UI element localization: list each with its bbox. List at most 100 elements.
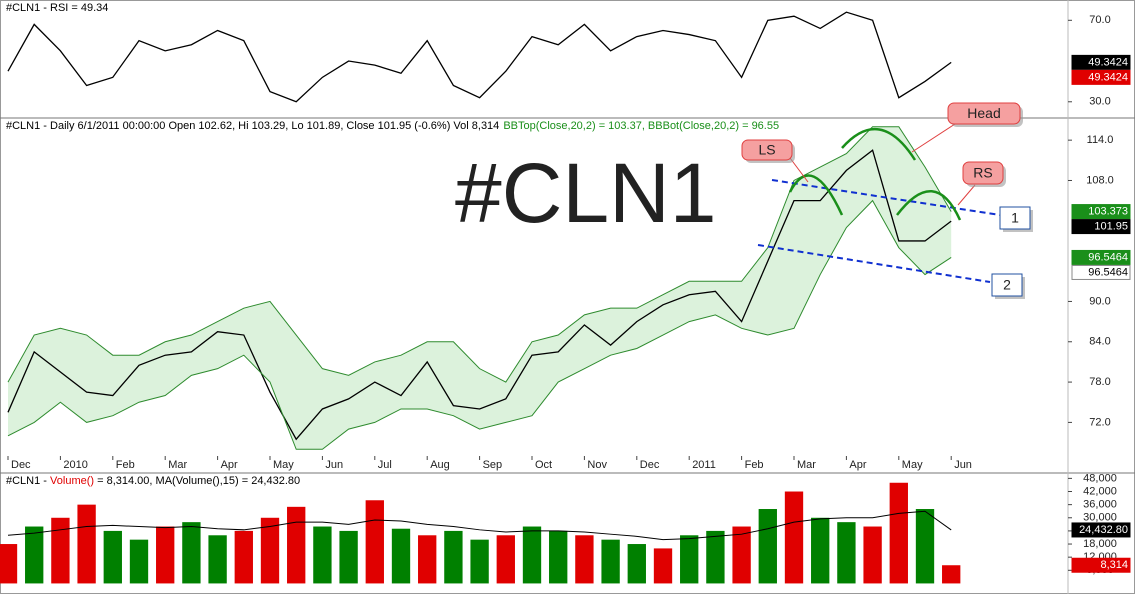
volume-bar: [470, 539, 489, 584]
shoulder-arc: [896, 189, 962, 221]
volume-bar: [129, 539, 149, 584]
value-badge: [1071, 264, 1131, 280]
watermark: #CLN1: [455, 146, 716, 240]
value-badge-label: 101.95: [1094, 220, 1128, 232]
title-text: #CLN1 -: [6, 475, 50, 487]
title-indicator: BBTop(Close,20,2) = 103.37, BBBot(Close,…: [503, 120, 779, 132]
volume-bar: [784, 491, 804, 584]
series-line: [7, 126, 952, 383]
band-fill: [8, 126, 952, 450]
x-tick-label: Aug: [430, 459, 450, 471]
value-badge: [1071, 219, 1131, 235]
volume-bar: [942, 565, 961, 584]
callout-label: 2: [1003, 277, 1011, 293]
y-tick-label: 70.0: [1089, 14, 1110, 26]
x-tick-label: Jun: [954, 459, 972, 471]
y-tick-label: 30,000: [1083, 512, 1117, 524]
y-tick-label: 42,000: [1083, 485, 1117, 497]
callout-label: Head: [967, 105, 1000, 121]
volume-bar: [103, 530, 122, 584]
volume-bar: [365, 500, 384, 584]
x-tick-label: Jul: [378, 459, 392, 471]
callout-label: RS: [973, 165, 992, 181]
volume-bar: [234, 530, 253, 584]
callout-label: 1: [1011, 210, 1019, 226]
series-line: [7, 199, 952, 450]
x-tick-label: Oct: [535, 459, 552, 471]
panel-title: #CLN1 - Daily 6/1/2011 00:00:00 Open 102…: [6, 120, 779, 132]
volume-bar: [915, 509, 935, 584]
volume-bar: [444, 530, 463, 584]
value-badge-label: 24,432.80: [1079, 524, 1128, 536]
y-tick-label: 30.0: [1089, 96, 1110, 108]
volume-bar: [182, 522, 201, 584]
callout-pointer: [911, 123, 956, 153]
x-tick-label: Jun: [325, 459, 343, 471]
volume-bar: [496, 535, 515, 584]
callout-box: [999, 206, 1031, 230]
volume-bar: [863, 526, 882, 584]
panel-title: #CLN1 - RSI = 49.34: [6, 2, 108, 14]
value-badge: [1071, 557, 1131, 573]
volume-bar: [758, 509, 777, 584]
volume-bar: [653, 548, 673, 584]
y-tick-label: 90.0: [1089, 295, 1110, 307]
x-tick-label: Apr: [849, 459, 866, 471]
volume-bar: [706, 530, 725, 584]
volume-bar: [287, 506, 306, 584]
value-badge: [1071, 69, 1131, 85]
annotations: LS Head RS 1 2: [741, 102, 1033, 299]
volume-bar: [418, 535, 437, 584]
series-line: [7, 11, 952, 103]
volume-bar: [732, 526, 751, 584]
y-tick-label: 72.0: [1089, 416, 1110, 428]
x-tick-label: Mar: [168, 459, 187, 471]
volume-bar: [156, 526, 175, 584]
callout-box: [741, 139, 793, 161]
callout-box: [962, 161, 1004, 185]
volume-bar: [601, 539, 620, 584]
volume-bar: [522, 526, 542, 584]
volume-bar: [837, 522, 856, 584]
callout-label: LS: [758, 142, 775, 158]
volume-bar: [77, 504, 96, 584]
x-tick-label: 2011: [692, 459, 716, 471]
title-indicator: Volume(): [50, 475, 94, 487]
value-badge-label: 96.5464: [1088, 266, 1128, 278]
value-badge-label: 49.3424: [1088, 71, 1128, 83]
y-tick-label: 114.0: [1087, 134, 1114, 146]
x-tick-label: Feb: [745, 459, 764, 471]
callout-box: [991, 273, 1023, 297]
value-badge: [1071, 522, 1131, 538]
trend-line: [757, 244, 991, 283]
volume-bar: [313, 526, 332, 584]
y-tick-label: 108.0: [1086, 174, 1114, 186]
value-badge-label: 8,314: [1100, 559, 1128, 571]
volume-bar: [549, 530, 568, 584]
volume-bar: [680, 535, 699, 584]
value-badge: [1071, 204, 1131, 220]
x-tick-label: May: [273, 459, 294, 471]
shoulder-arc: [788, 174, 844, 216]
y-tick-label: 48,000: [1083, 472, 1117, 484]
value-badge-label: 103.373: [1088, 205, 1128, 217]
title-text: = 8,314.00, MA(Volume(),15) = 24,432.80: [94, 475, 300, 487]
x-tick-label: Apr: [221, 459, 238, 471]
title-text: #CLN1 - Daily 6/1/2011 00:00:00 Open 102…: [6, 120, 499, 132]
volume-bar: [339, 530, 358, 584]
x-tick-label: Dec: [11, 459, 31, 471]
value-badge: [1071, 249, 1131, 265]
trend-line: [771, 179, 1001, 216]
panel-title: #CLN1 - Volume() = 8,314.00, MA(Volume()…: [6, 475, 300, 487]
y-tick-label: 84.0: [1089, 336, 1110, 348]
value-badge-label: 96.5464: [1088, 251, 1128, 263]
x-tick-label: Dec: [640, 459, 660, 471]
volume-bar: [575, 535, 594, 584]
volume-bar: [25, 526, 44, 584]
x-tick-label: Sep: [483, 459, 503, 471]
head-arc: [841, 127, 917, 161]
volume-bar: [391, 528, 411, 584]
